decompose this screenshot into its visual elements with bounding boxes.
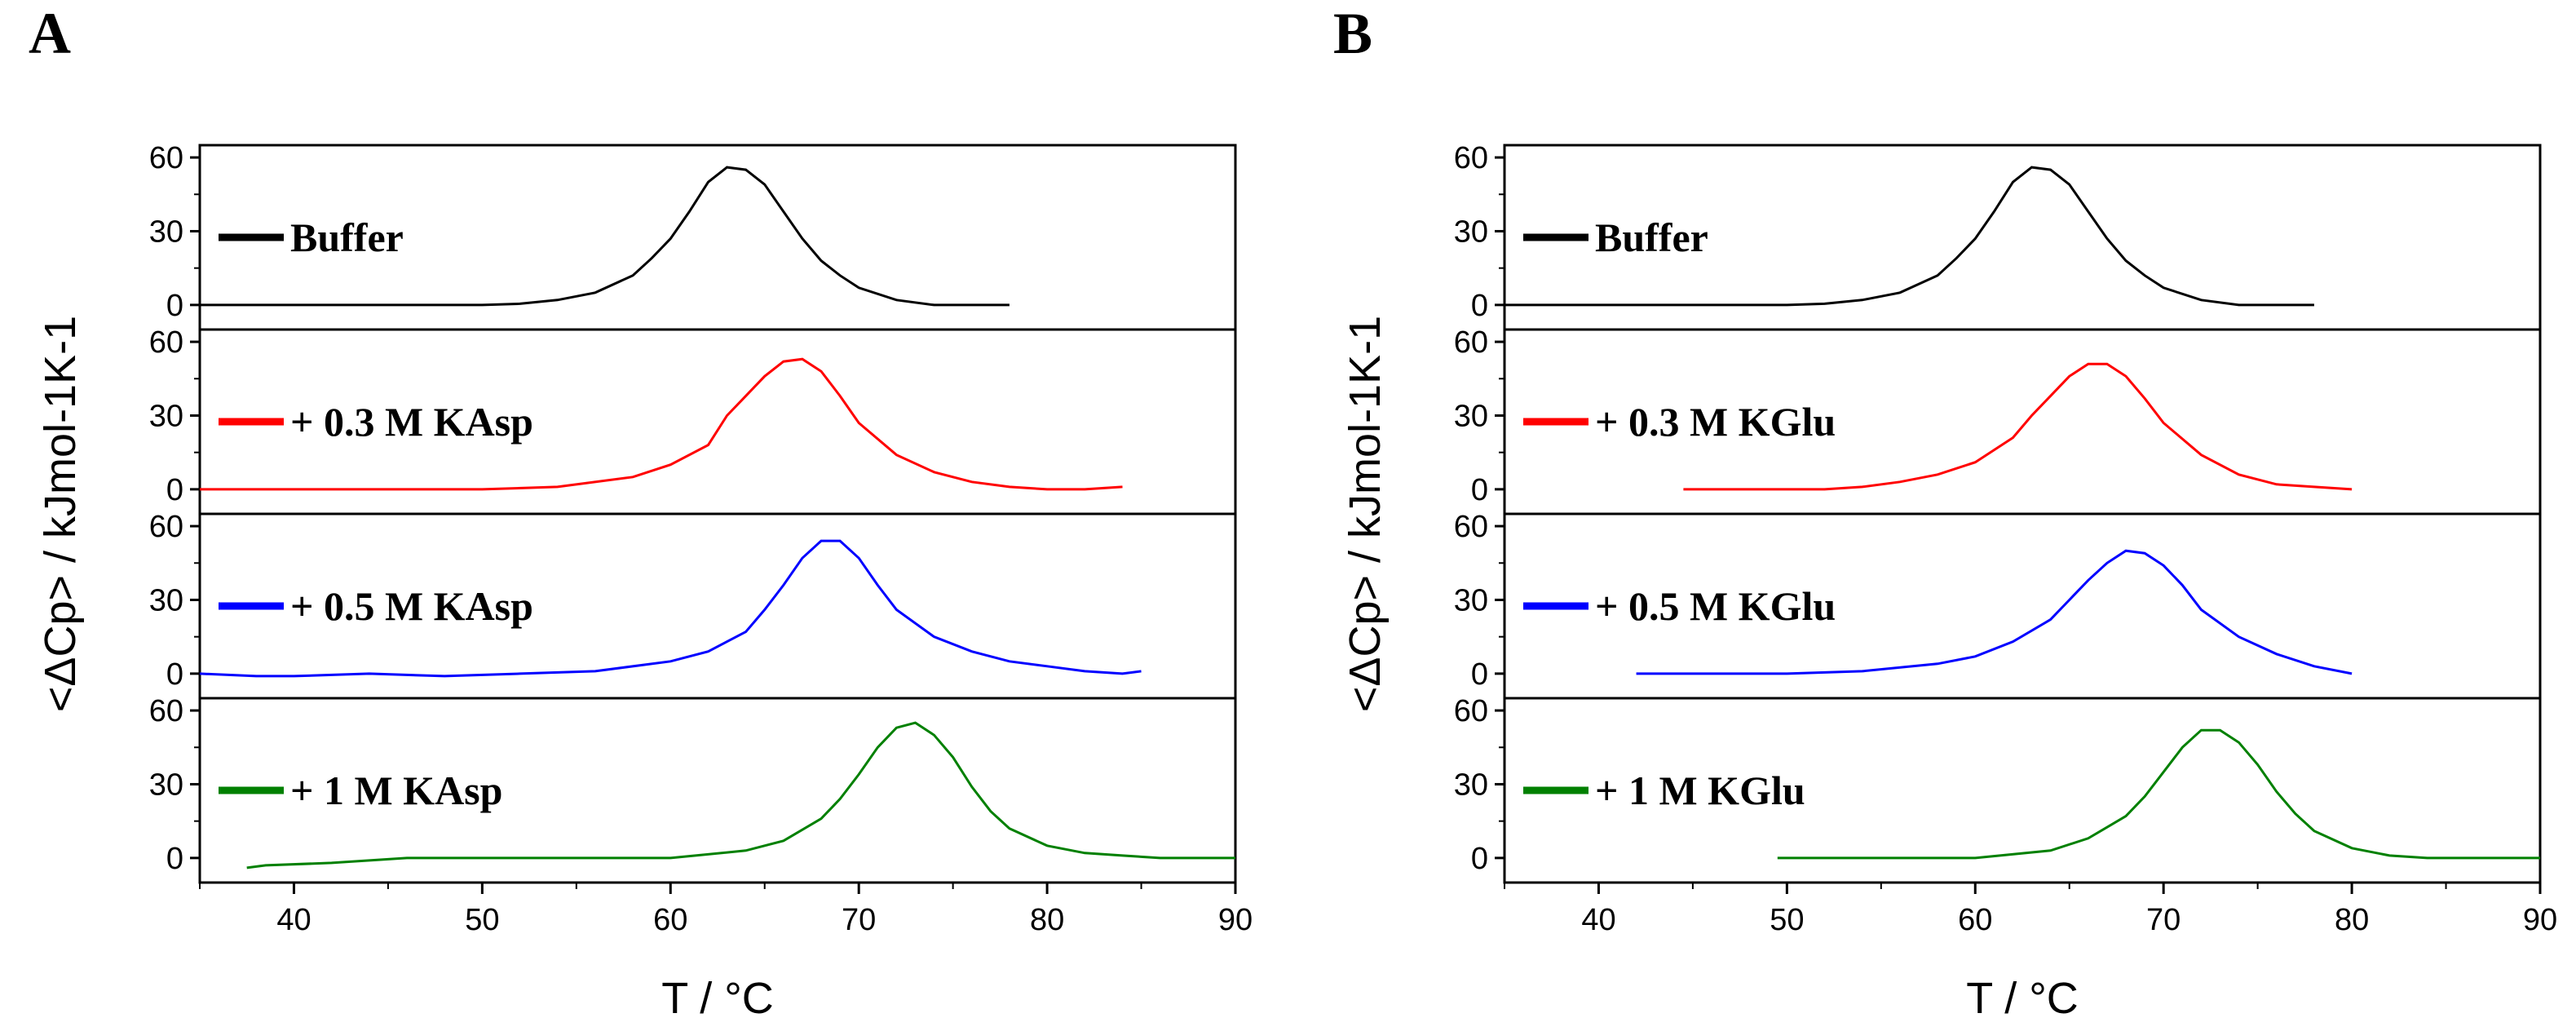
series-line-3 <box>1636 549 2353 675</box>
x-tick-label: 50 <box>1770 903 1804 937</box>
series-line-4 <box>246 721 1235 869</box>
x-axis-label: T / °C <box>1966 974 2079 1023</box>
y-tick-label: 60 <box>1454 325 1488 360</box>
y-tick-label: 60 <box>149 325 183 360</box>
y-tick-label: 60 <box>149 694 183 728</box>
legend-label: + 1 M KGlu <box>1595 768 1805 813</box>
chart-panel-a: 0 30 60 Buffer 0 30 60 + 0.3 M KAsp 0 30 60 + 0.5 M… <box>36 141 1253 1023</box>
x-tick-label: 40 <box>276 903 311 937</box>
y-tick-label: 0 <box>1471 289 1488 323</box>
y-tick-label: 30 <box>149 399 183 433</box>
y-tick-label: 0 <box>1471 473 1488 507</box>
x-tick-label: 40 <box>1581 903 1615 937</box>
legend-label: Buffer <box>1595 215 1708 260</box>
x-tick-label: 70 <box>842 903 876 937</box>
y-axis-label: <ΔCp> / kJmol-1K-1 <box>36 316 85 712</box>
x-tick-label: 90 <box>2523 903 2557 937</box>
legend-label: + 0.3 M KGlu <box>1595 399 1836 445</box>
legend-label: + 0.3 M KAsp <box>290 399 533 445</box>
x-tick-label: 70 <box>2146 903 2181 937</box>
y-tick-label: 0 <box>166 473 183 507</box>
y-tick-label: 30 <box>1454 768 1488 802</box>
y-tick-label: 60 <box>149 510 183 544</box>
x-tick-label: 80 <box>2335 903 2369 937</box>
y-tick-label: 60 <box>1454 510 1488 544</box>
x-axis-label: T / °C <box>661 974 774 1023</box>
y-tick-label: 0 <box>166 842 183 876</box>
y-tick-label: 0 <box>1471 657 1488 692</box>
chart-panel-b: 0 30 60 Buffer 0 30 60 + 0.3 M KGlu 0 30 60 + 0.5 M… <box>1341 141 2557 1023</box>
y-tick-label: 30 <box>149 768 183 802</box>
y-tick-label: 60 <box>149 141 183 175</box>
y-tick-label: 0 <box>1471 842 1488 876</box>
y-axis-label: <ΔCp> / kJmol-1K-1 <box>1341 316 1390 712</box>
x-tick-label: 80 <box>1030 903 1064 937</box>
series-line-2 <box>200 357 1123 491</box>
panel-letter-b: B <box>1333 1 1373 66</box>
legend-label: + 0.5 M KAsp <box>290 583 533 629</box>
x-tick-label: 60 <box>653 903 687 937</box>
y-tick-label: 30 <box>1454 583 1488 617</box>
series-line-3 <box>199 539 1142 678</box>
y-tick-label: 60 <box>1454 141 1488 175</box>
series-line-1 <box>1505 166 2314 307</box>
y-tick-label: 30 <box>1454 215 1488 249</box>
y-tick-label: 30 <box>1454 399 1488 433</box>
x-tick-label: 50 <box>465 903 499 937</box>
x-tick-label: 90 <box>1218 903 1253 937</box>
y-tick-label: 30 <box>149 215 183 249</box>
x-tick-label: 60 <box>1958 903 1992 937</box>
y-tick-label: 60 <box>1454 694 1488 728</box>
legend-label: Buffer <box>290 215 404 260</box>
series-line-1 <box>200 166 1010 307</box>
legend-label: + 1 M KAsp <box>290 768 502 813</box>
legend-label: + 0.5 M KGlu <box>1595 583 1836 629</box>
y-tick-label: 0 <box>166 289 183 323</box>
series-line-4 <box>1777 728 2540 860</box>
panel-letter-a: A <box>29 1 71 66</box>
y-tick-label: 0 <box>166 657 183 692</box>
series-line-2 <box>1683 362 2353 491</box>
y-tick-label: 30 <box>149 583 183 617</box>
